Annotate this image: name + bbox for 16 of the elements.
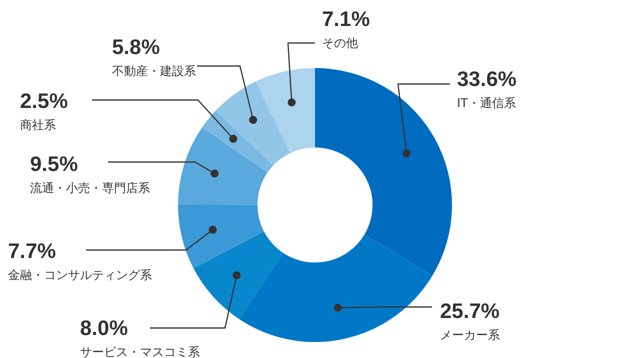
slice-label: その他: [322, 36, 358, 50]
data-label: 25.7%: [440, 300, 500, 323]
data-label: 2.5%: [20, 90, 68, 113]
data-label: 7.7%: [8, 240, 56, 263]
slice-label: 商社系: [20, 118, 56, 132]
slice-label: 金融・コンサルティング系: [8, 268, 152, 282]
slice-label: IT・通信系: [457, 96, 516, 110]
slice-label: 流通・小売・専門店系: [30, 181, 150, 195]
slice-label: メーカー系: [440, 328, 500, 342]
data-label: 9.5%: [30, 153, 78, 176]
data-label: 8.0%: [80, 317, 128, 340]
data-label: 5.8%: [112, 36, 160, 59]
slice-label: サービス・マスコミ系: [80, 345, 200, 358]
data-label: 7.1%: [322, 8, 370, 31]
slice-label: 不動産・建設系: [112, 64, 196, 78]
data-label: 33.6%: [457, 68, 517, 91]
